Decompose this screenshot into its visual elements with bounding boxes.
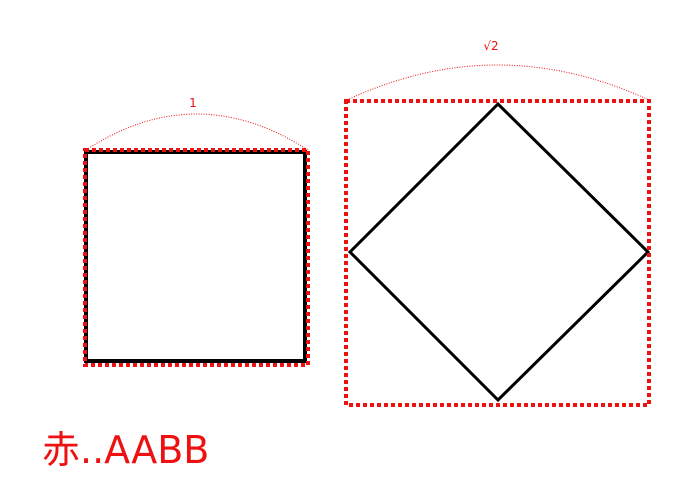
unit-square [84,150,307,363]
square-width-label: 1 [189,96,197,110]
diamond-aabb [344,99,651,407]
square-width-arc [85,113,309,151]
diamond-width-arc [346,64,650,101]
left-figure: 1 [83,96,310,367]
diamond-width-label: √2 [483,39,498,53]
square-aabb [83,148,310,367]
legend-caption: 赤..AABB [42,428,209,472]
rotated-square [347,101,651,403]
right-figure: √2 [344,39,651,407]
